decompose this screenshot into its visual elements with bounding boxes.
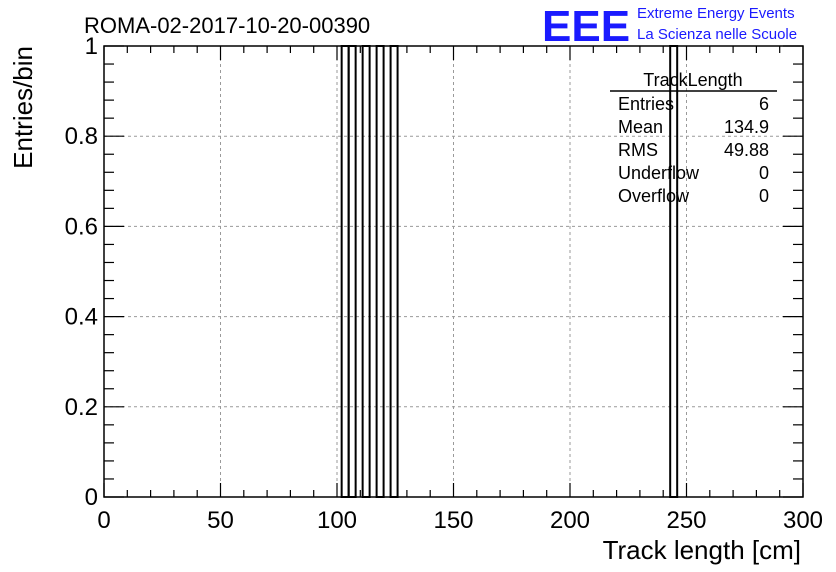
x-tick-label: 300 [783,507,823,534]
logo-line-1: Extreme Energy Events [637,5,795,22]
stats-value: 134.9 [724,117,769,137]
x-tick-label: 50 [207,507,234,534]
stats-value: 0 [759,186,769,206]
x-tick-label: 0 [97,507,110,534]
stats-row: Mean 134.9 [618,117,769,137]
stats-row: Underflow 0 [618,163,769,183]
y-tick-label: 0.2 [65,394,98,421]
x-tick-label: 150 [433,507,473,534]
histogram-bin [340,45,350,498]
chart-title: ROMA-02-2017-10-20-00390 [84,13,370,38]
x-tick-label: 100 [317,507,357,534]
x-tick-label: 200 [550,507,590,534]
y-tick-label: 0.8 [65,123,98,150]
stats-label: Underflow [618,163,700,183]
stats-label: Mean [618,117,663,137]
stats-title: TrackLength [643,70,742,90]
stats-row: Overflow 0 [618,186,769,206]
x-axis-label: Track length [cm] [603,535,801,565]
x-tick-label: 250 [666,507,706,534]
stats-label: RMS [618,140,658,160]
histogram-bin [361,45,371,498]
stats-value: 6 [759,94,769,114]
stats-label: Overflow [618,186,690,206]
histogram-bin [389,45,399,498]
stats-value: 49.88 [724,140,769,160]
logo-mark: EEE [542,2,630,51]
y-axis-label: Entries/bin [8,46,38,169]
histogram-bin [347,45,357,498]
grid-lines [104,46,803,497]
histogram-bin [375,45,385,498]
logo-line-2: La Scienza nelle Scuole [637,26,797,43]
eee-logo: EEE Extreme Energy Events La Scienza nel… [542,2,797,51]
y-tick-label: 1 [85,33,98,60]
y-tick-label: 0.4 [65,304,98,331]
axis-ticks [103,45,804,498]
stats-row: RMS 49.88 [618,140,769,160]
stats-box: TrackLength Entries 6 Mean 134.9 RMS 49.… [610,70,777,206]
axis-tick-labels: 0 50 100 150 200 250 300 0 0.2 0.4 0.6 0.8 1 [65,33,823,534]
stats-label: Entries [618,94,674,114]
y-tick-label: 0 [85,484,98,511]
stats-row: Entries 6 [618,94,769,114]
stats-value: 0 [759,163,769,183]
y-tick-label: 0.6 [65,213,98,240]
